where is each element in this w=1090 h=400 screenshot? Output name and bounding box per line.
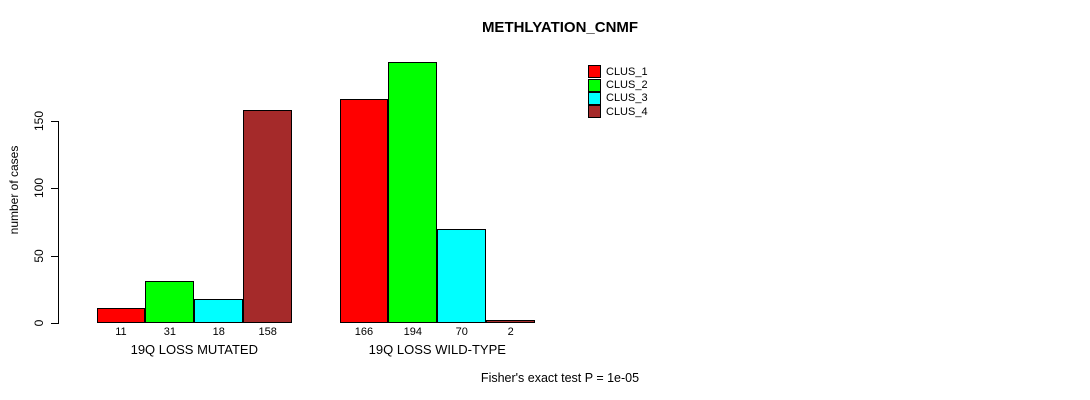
bar-clus_1-group2 xyxy=(339,99,389,323)
legend-swatch-clus_2 xyxy=(588,78,601,92)
y-axis-label: number of cases xyxy=(7,145,21,235)
bar-count-label: 194 xyxy=(403,326,423,338)
bar-count-label: 166 xyxy=(354,326,374,338)
legend-label: CLUS_4 xyxy=(606,105,648,118)
y-tick xyxy=(51,255,58,257)
legend-label: CLUS_3 xyxy=(606,92,648,105)
bar-clus_2-group2 xyxy=(388,61,438,323)
bar-clus_4-group2 xyxy=(486,320,536,323)
x-group-label: 19Q LOSS WILD-TYPE xyxy=(368,342,506,357)
legend-item: CLUS_4 xyxy=(588,105,648,119)
stat-test-caption: Fisher's exact test P = 1e-05 xyxy=(480,371,640,385)
bar-clus_3-group2 xyxy=(437,228,487,323)
chart-title: METHLYATION_CNMF xyxy=(481,19,639,36)
bar-clus_3-group1 xyxy=(194,298,244,323)
legend-item: CLUS_1 xyxy=(588,65,648,79)
legend-swatch-clus_4 xyxy=(588,105,601,119)
y-tick xyxy=(51,323,58,324)
bar-count-label: 18 xyxy=(212,326,225,338)
bar-count-label: 158 xyxy=(258,326,277,338)
bar-clus_2-group1 xyxy=(145,281,195,323)
y-axis-line xyxy=(58,121,59,324)
y-tick-label: 50 xyxy=(32,248,46,263)
legend-label: CLUS_1 xyxy=(606,65,648,78)
y-tick-label: 150 xyxy=(32,110,46,132)
y-tick xyxy=(51,121,58,122)
legend-swatch-clus_3 xyxy=(588,91,601,105)
y-tick-label: 0 xyxy=(32,319,46,327)
bar-count-label: 2 xyxy=(507,326,514,338)
bar-count-label: 31 xyxy=(163,326,176,338)
y-tick-label: 100 xyxy=(32,178,46,199)
legend-item: CLUS_3 xyxy=(588,91,648,105)
legend: CLUS_1 CLUS_2 CLUS_3 CLUS_4 xyxy=(588,65,648,119)
legend-item: CLUS_2 xyxy=(588,78,648,92)
legend-label: CLUS_2 xyxy=(606,79,648,92)
bar-count-label: 11 xyxy=(115,326,127,338)
bar-clus_1-group1 xyxy=(96,308,146,323)
bar-clus_4-group1 xyxy=(243,110,293,323)
x-group-label: 19Q LOSS MUTATED xyxy=(130,342,258,357)
bar-count-label: 70 xyxy=(455,326,468,338)
y-tick xyxy=(51,188,58,190)
legend-swatch-clus_1 xyxy=(588,65,601,79)
